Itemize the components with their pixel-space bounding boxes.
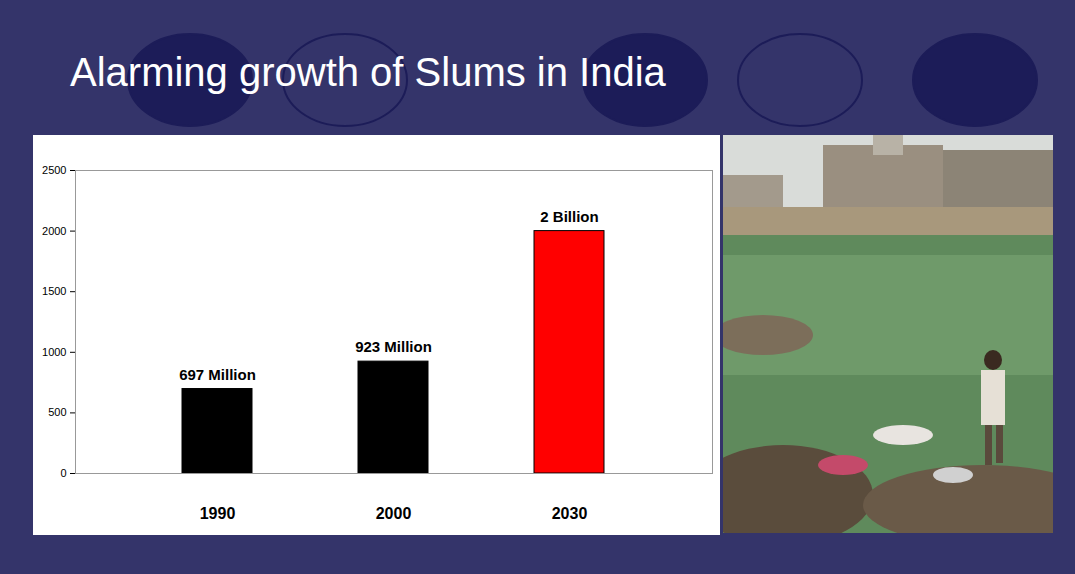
svg-text:0: 0 <box>60 467 66 479</box>
svg-text:1990: 1990 <box>200 505 236 522</box>
svg-text:500: 500 <box>48 406 66 418</box>
svg-text:697 Million: 697 Million <box>179 366 256 383</box>
svg-text:2 Billion: 2 Billion <box>540 208 598 225</box>
svg-text:2500: 2500 <box>42 164 66 176</box>
svg-text:2030: 2030 <box>552 505 588 522</box>
svg-text:1500: 1500 <box>42 285 66 297</box>
svg-text:1000: 1000 <box>42 346 66 358</box>
html-text:Alarming growth of Slums in In: Alarming growth of Slums in India <box>70 50 666 94</box>
svg-text:2000: 2000 <box>376 505 412 522</box>
svg-text:2000: 2000 <box>42 225 66 237</box>
svg-text:923 Million: 923 Million <box>355 338 432 355</box>
